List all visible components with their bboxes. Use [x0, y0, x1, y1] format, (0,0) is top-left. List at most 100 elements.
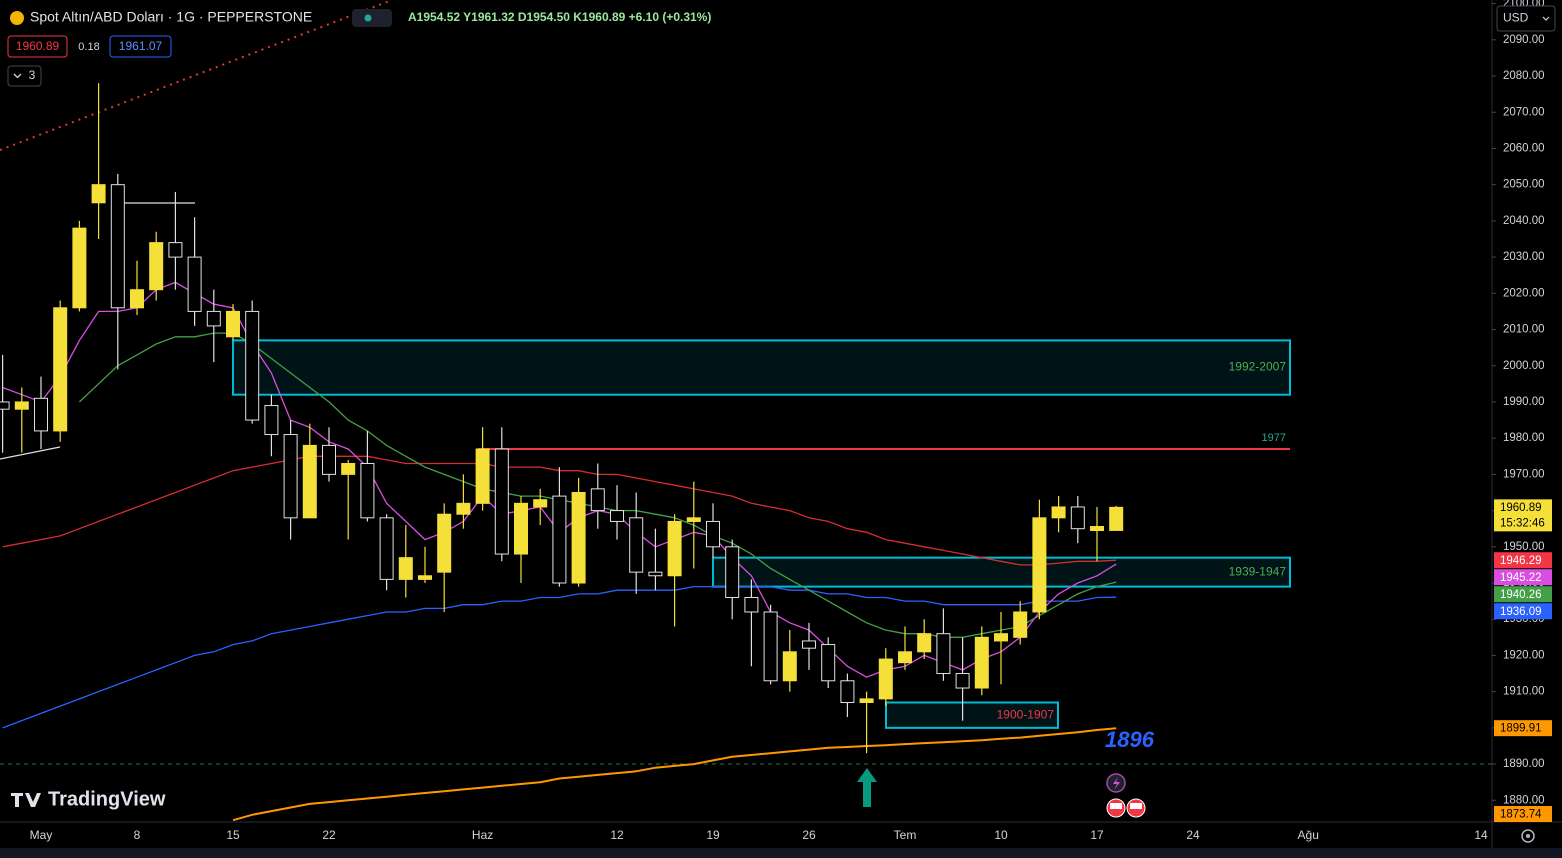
zone [712, 556, 1291, 588]
x-tick-label: 15 [226, 828, 240, 842]
arrow-marker [857, 768, 877, 807]
candle-body [130, 289, 144, 309]
status-dot [364, 14, 372, 22]
candle-body [14, 401, 29, 410]
buy-button[interactable] [109, 35, 172, 58]
currency: USD [1503, 11, 1529, 25]
x-tick-label: 12 [610, 828, 624, 842]
y-tick-label: 2050.00 [1503, 179, 1545, 191]
settings-dot [1526, 834, 1530, 838]
symbol-title[interactable]: Spot Altın/ABD Doları · 1G · PEPPERSTONE [30, 9, 312, 25]
candle-body [187, 256, 202, 312]
candle-body [552, 495, 567, 584]
moving-average [232, 727, 1117, 822]
y-tick-label: 2020.00 [1503, 287, 1545, 299]
candle-body [744, 596, 759, 613]
x-tick-label: 10 [994, 828, 1008, 842]
chevron-icon [1542, 16, 1550, 21]
ohlc-values: A1954.52 Y1961.32 D1954.50 K1960.89 +6.1… [408, 10, 711, 24]
chevron-icon [13, 73, 22, 79]
candle-body [322, 444, 336, 475]
indicators-toggle[interactable] [7, 65, 42, 87]
price-tag [1494, 499, 1552, 532]
candle-body [34, 397, 48, 432]
candle-body [475, 448, 490, 504]
zone-label: 1992-2007 [1229, 360, 1287, 374]
price-tag-label: 1873.74 [1500, 809, 1542, 821]
candle-body [1090, 526, 1104, 531]
candle-body [226, 310, 240, 338]
candle-body [782, 651, 797, 682]
y-tick-label: 1990.00 [1503, 396, 1545, 408]
x-tick-label: 22 [322, 828, 336, 842]
x-tick-label: 19 [706, 828, 720, 842]
y-tick-label: 2060.00 [1503, 142, 1545, 154]
candle-body [955, 673, 970, 689]
candle-body [1109, 506, 1124, 531]
price-tag [1494, 720, 1552, 737]
zone [232, 339, 1291, 396]
candle-body [283, 434, 298, 519]
y-tick-label: 2090.00 [1503, 34, 1545, 46]
spread: 0.18 [78, 41, 99, 53]
price-tags: 1960.89 15:32:46 1946.29 1945.22 1940.26 1936… [1494, 499, 1552, 822]
y-tick-label: 2030.00 [1503, 251, 1545, 263]
candle-body [859, 698, 874, 704]
candle-body [898, 651, 912, 664]
zone-label: 1939-1947 [1229, 564, 1287, 578]
candle-body [974, 636, 989, 689]
x-tick-label: Tem [894, 828, 917, 842]
candle-body [1070, 506, 1085, 530]
candle-body [686, 517, 701, 522]
bottom-bar [0, 848, 1562, 858]
candle-body [360, 463, 375, 519]
candle-body [110, 184, 125, 309]
candle-body [1032, 517, 1047, 613]
price-tag [1494, 806, 1552, 822]
flag-stripe [1130, 803, 1142, 809]
currency-select[interactable] [1496, 5, 1556, 32]
price-tag [1494, 552, 1552, 569]
candle-body [917, 633, 932, 653]
candle-body [1013, 611, 1028, 638]
zone-label: 1900-1907 [997, 707, 1055, 721]
x-tick-label: 17 [1090, 828, 1104, 842]
price-tag-label: 1940.26 [1500, 589, 1542, 601]
candle-body [1051, 506, 1066, 519]
brand-name: TradingView [48, 788, 166, 810]
x-tick-label: 14 [1474, 828, 1488, 842]
price-tag-label: 1899.91 [1500, 723, 1542, 735]
candle-body [648, 571, 663, 577]
candle-body [245, 310, 260, 421]
y-tick-label: 2040.00 [1503, 215, 1545, 227]
x-tick-label: Ağu [1298, 828, 1319, 842]
y-tick-label: 1880.00 [1503, 794, 1545, 806]
candle-body [264, 405, 279, 436]
lightning-icon [1113, 777, 1120, 790]
candle-body [994, 633, 1008, 642]
candle-body [821, 644, 836, 682]
candle-body [725, 546, 740, 598]
candle-body [629, 517, 644, 573]
x-tick-label: 8 [134, 828, 141, 842]
buy-price: 1961.07 [119, 39, 163, 53]
candle-body [53, 307, 68, 432]
candle-body [456, 502, 471, 515]
candle-body [302, 444, 317, 519]
plot-area: 1992-2007 1939-1947 1900-1907 1977 1896 [0, 0, 1492, 822]
candle-body [667, 520, 682, 577]
y-tick-label: 2080.00 [1503, 70, 1545, 82]
candle-body [72, 227, 87, 309]
x-tick-label: Haz [472, 828, 493, 842]
y-tick-label: 1920.00 [1503, 649, 1545, 661]
indicator-count: 3 [29, 68, 36, 82]
price-tag-label: 1946.29 [1500, 555, 1542, 567]
settings-button[interactable] [1521, 829, 1535, 843]
candle-body [533, 499, 548, 508]
x-tick-label: 24 [1186, 828, 1200, 842]
status-badge[interactable] [352, 9, 392, 27]
drawing-line [0, 446, 61, 460]
sell-button[interactable] [7, 35, 68, 58]
x-tick-label: May [30, 828, 53, 842]
